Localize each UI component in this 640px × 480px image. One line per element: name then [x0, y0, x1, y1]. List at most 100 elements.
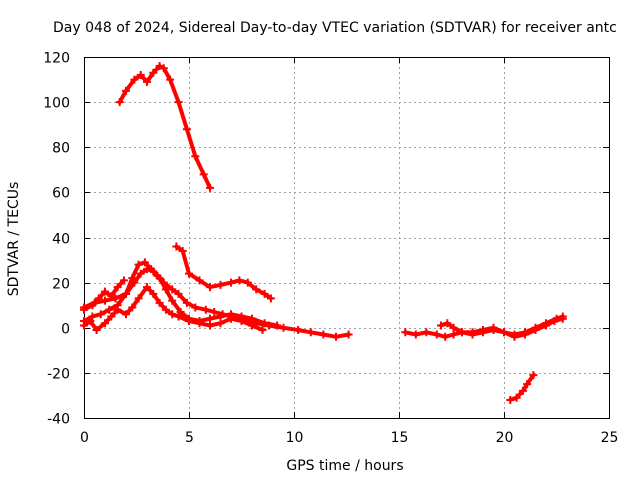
data-point — [174, 312, 183, 321]
data-point — [432, 330, 441, 339]
data-point — [134, 294, 143, 303]
data-point — [206, 314, 214, 323]
data-point — [191, 152, 200, 161]
data-point — [122, 289, 130, 298]
data-point — [80, 305, 88, 314]
data-point — [128, 274, 137, 283]
series-trace-5 — [80, 283, 267, 335]
data-point — [88, 301, 97, 310]
data-point — [216, 319, 225, 328]
data-point — [122, 310, 130, 319]
data-point — [248, 314, 256, 323]
data-point — [155, 274, 164, 283]
data-point — [161, 285, 170, 294]
data-point — [174, 289, 183, 298]
data-point — [260, 319, 269, 328]
data-point — [216, 280, 225, 289]
y-tick-label: 120 — [43, 51, 70, 67]
data-point — [235, 276, 244, 285]
data-point — [258, 326, 267, 335]
data-point — [155, 62, 164, 71]
x-tick-labels: 0 5 10 15 20 25 — [80, 430, 618, 446]
data-point — [510, 330, 519, 339]
series-trace-2 — [172, 242, 275, 303]
y-tick-label: -40 — [47, 412, 70, 428]
data-point — [178, 247, 187, 256]
data-point — [401, 328, 410, 337]
data-point — [88, 312, 97, 321]
data-point — [101, 287, 109, 296]
series-trace-1 — [115, 62, 214, 192]
data-point — [185, 316, 193, 325]
data-point — [443, 319, 452, 328]
data-point — [449, 323, 458, 332]
data-point — [136, 71, 145, 80]
series-trace-9 — [506, 371, 538, 404]
data-point — [113, 305, 122, 314]
data-point — [542, 319, 550, 328]
data-point — [468, 330, 477, 339]
series-line — [82, 267, 280, 328]
data-point — [552, 314, 561, 323]
data-point — [206, 321, 214, 330]
data-point — [210, 307, 219, 316]
data-point — [119, 276, 128, 285]
data-point — [130, 75, 139, 84]
data-point — [185, 269, 193, 278]
data-point — [201, 305, 210, 314]
series-layer — [80, 62, 567, 404]
series-trace-8 — [437, 312, 567, 339]
data-point — [529, 371, 538, 380]
axis-ticks — [84, 57, 610, 419]
data-point — [237, 316, 246, 325]
data-point — [101, 319, 109, 328]
data-point — [437, 321, 445, 330]
x-tick-label: 0 — [80, 430, 89, 446]
data-point — [252, 285, 261, 294]
data-point — [441, 332, 450, 341]
data-point — [489, 326, 498, 335]
data-point — [101, 296, 109, 305]
x-tick-label: 5 — [185, 430, 194, 446]
data-point — [332, 332, 340, 341]
data-point — [143, 77, 151, 86]
grid-lines — [84, 57, 609, 418]
data-point — [500, 328, 508, 337]
data-point — [521, 328, 529, 337]
data-point — [449, 330, 458, 339]
data-point — [80, 321, 88, 330]
data-point — [107, 292, 116, 301]
data-point — [155, 298, 164, 307]
data-point — [506, 395, 515, 404]
series-trace-7 — [401, 314, 567, 341]
series-trace-6 — [80, 276, 128, 314]
data-point — [94, 294, 103, 303]
data-point — [168, 296, 177, 305]
data-point — [422, 328, 431, 337]
data-point — [319, 330, 328, 339]
data-point — [134, 260, 143, 269]
data-point — [227, 278, 235, 287]
y-tick-label: -20 — [47, 367, 70, 383]
series-line — [508, 373, 536, 402]
data-point — [182, 298, 191, 307]
data-point — [260, 289, 269, 298]
data-point — [243, 278, 252, 287]
x-tick-label: 20 — [496, 430, 514, 446]
data-point — [531, 323, 540, 332]
data-point — [248, 321, 256, 330]
data-point — [130, 278, 139, 287]
data-point — [122, 86, 130, 95]
y-tick-label: 40 — [52, 232, 70, 248]
data-point — [107, 312, 116, 321]
data-point — [216, 312, 225, 321]
series-trace-3 — [80, 258, 353, 341]
data-point — [206, 283, 214, 292]
data-point — [227, 314, 235, 323]
x-tick-label: 25 — [601, 430, 619, 446]
data-point — [86, 316, 95, 325]
chart-title: Day 048 of 2024, Sidereal Day-to-day VTE… — [53, 20, 617, 36]
y-tick-label: 100 — [43, 96, 70, 112]
data-point — [294, 326, 303, 335]
